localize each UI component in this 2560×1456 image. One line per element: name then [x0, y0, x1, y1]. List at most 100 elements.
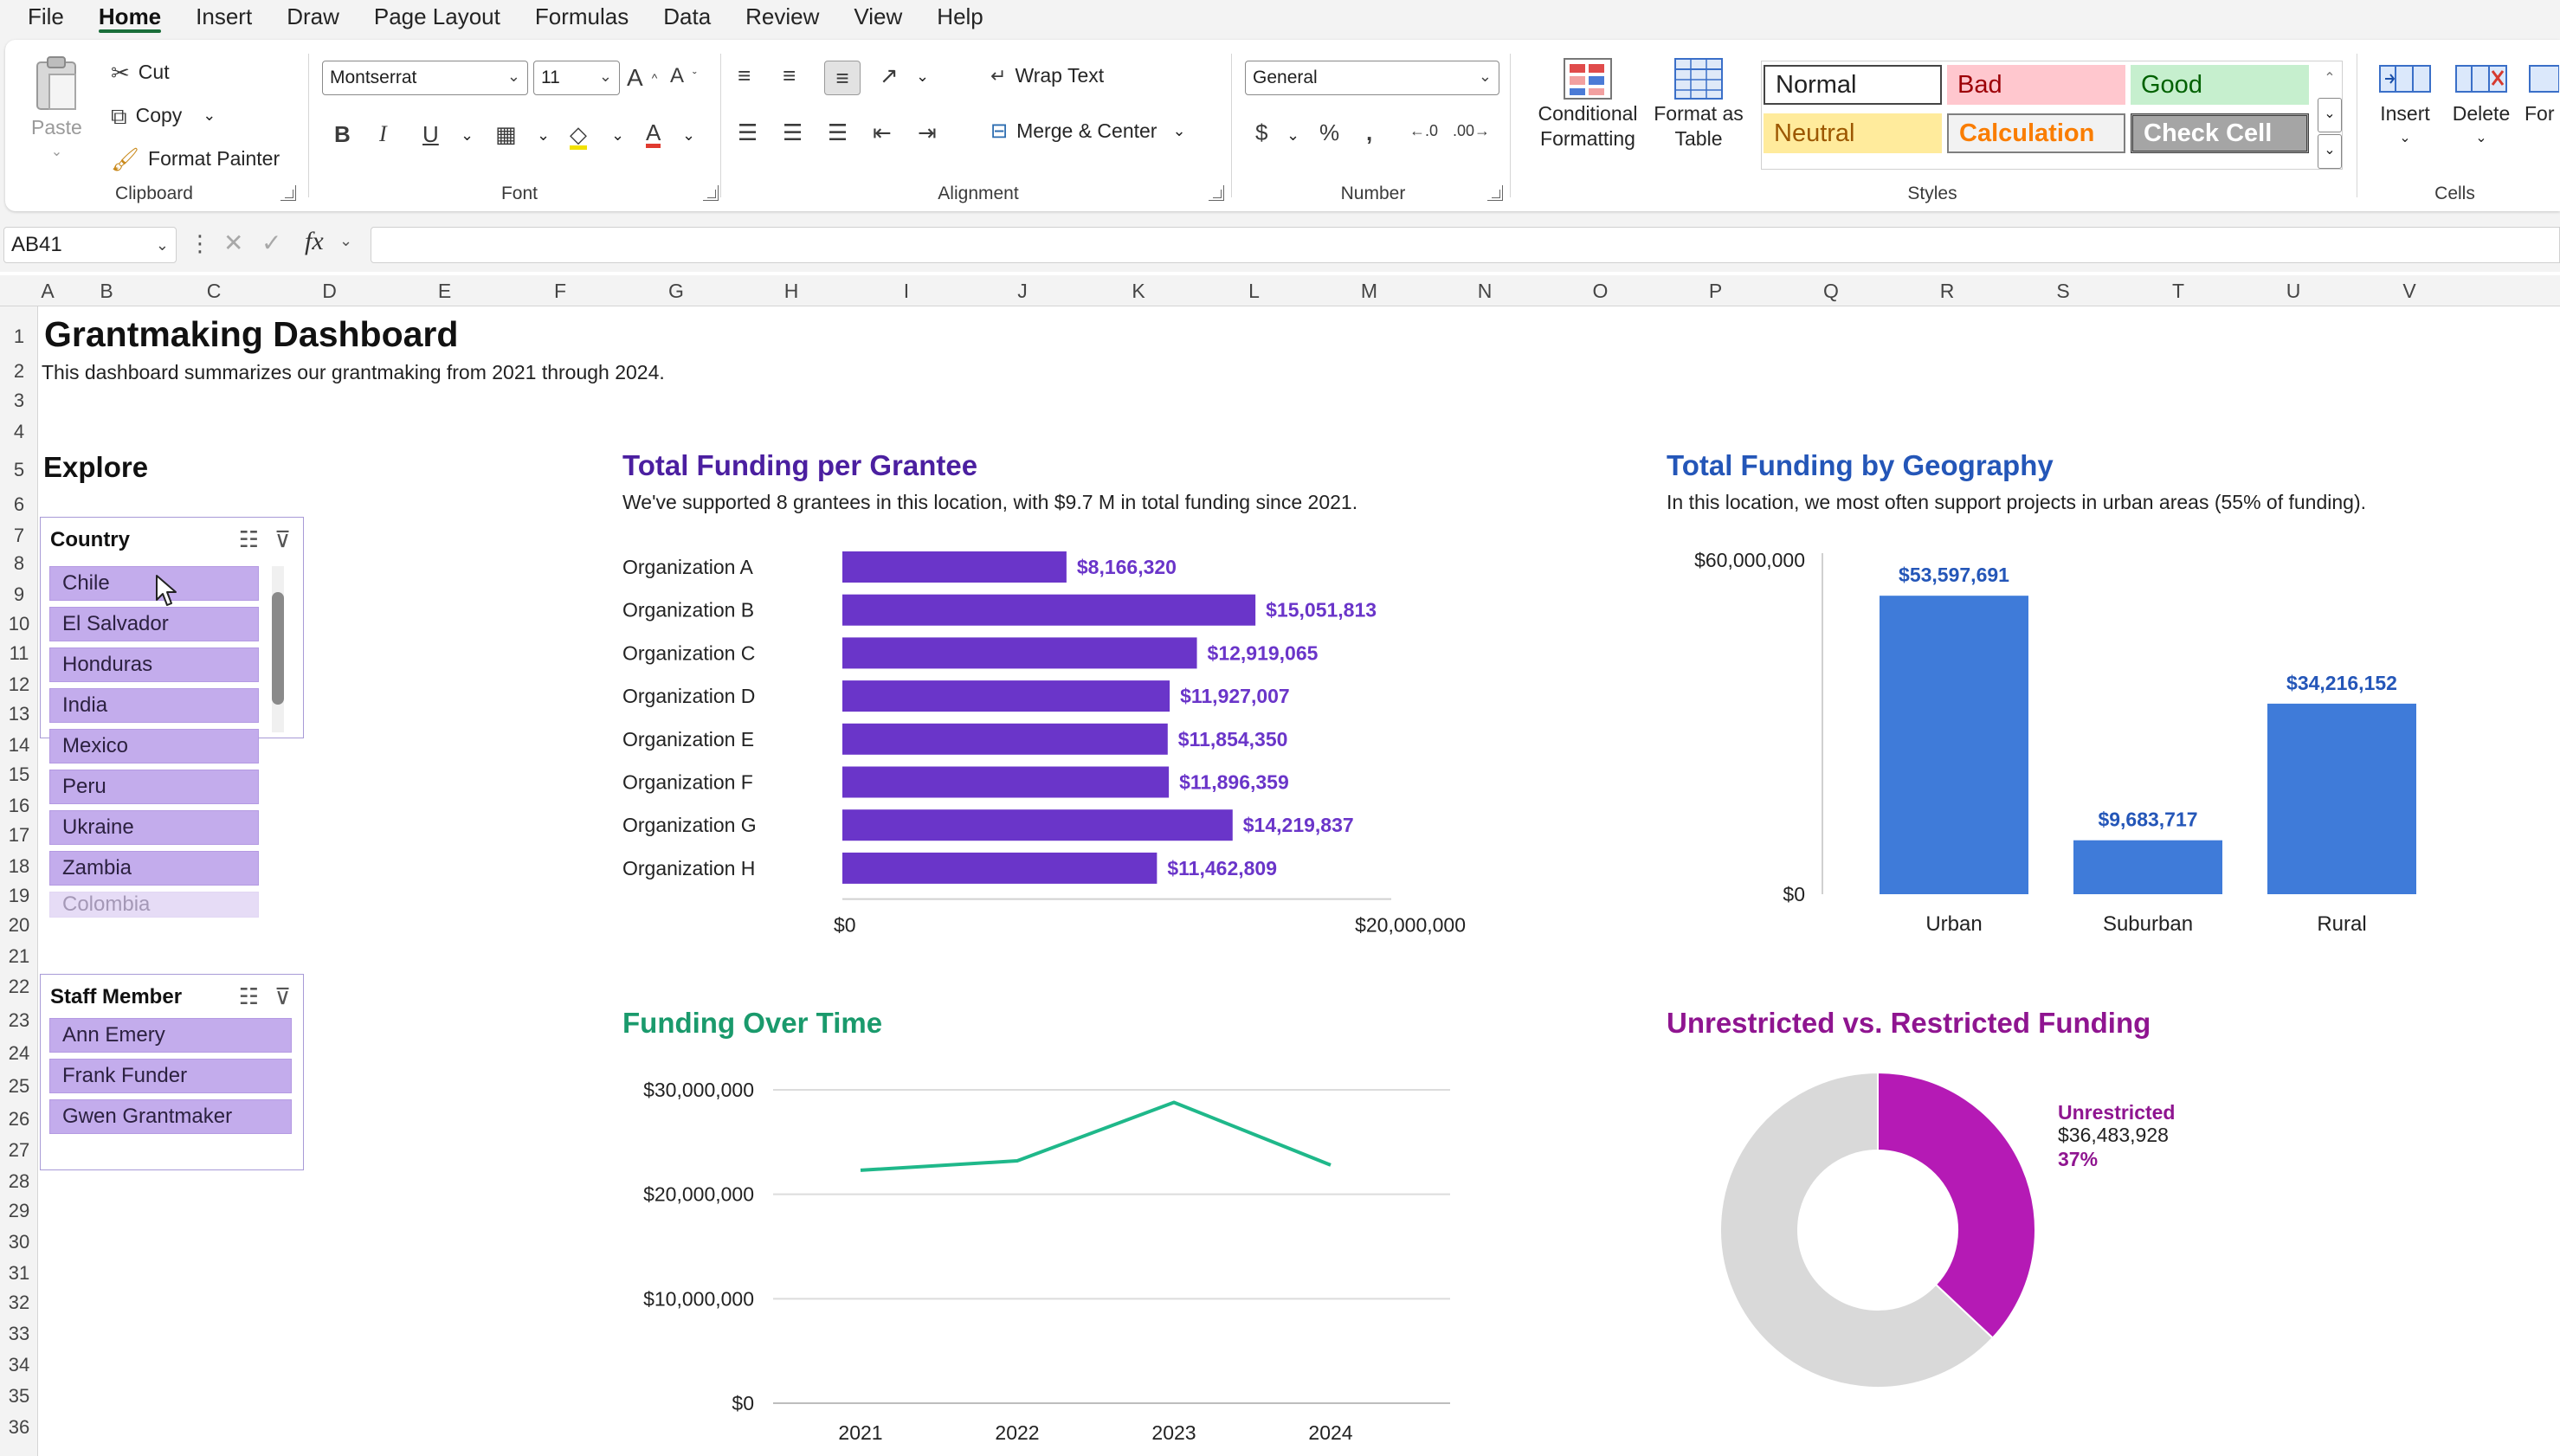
align-left-icon[interactable]: ☰	[738, 119, 758, 145]
wrap-text-button[interactable]: ↵ Wrap Text	[990, 64, 1104, 87]
column-header[interactable]: S	[2056, 280, 2070, 302]
format-cells-button[interactable]: For	[2525, 59, 2560, 126]
row-header[interactable]: 15	[8, 763, 30, 785]
align-bottom-icon[interactable]: ≡	[824, 61, 861, 95]
column-header[interactable]: V	[2402, 280, 2416, 302]
worksheet[interactable]: Grantmaking Dashboard This dashboard sum…	[39, 307, 2560, 1456]
slicer-scroll-thumb[interactable]	[272, 592, 284, 705]
row-header[interactable]: 17	[8, 824, 30, 846]
row-header[interactable]: 25	[8, 1075, 30, 1097]
style-neutral[interactable]: Neutral	[1764, 113, 1942, 153]
gallery-scroll-up-icon[interactable]: ⌃	[2324, 71, 2336, 86]
row-header[interactable]: 3	[13, 390, 25, 411]
column-header[interactable]: J	[1017, 280, 1028, 302]
number-format-select[interactable]: General ⌄	[1245, 61, 1499, 95]
clipboard-launcher-icon[interactable]	[281, 185, 296, 201]
decrease-decimal-icon[interactable]: .00→	[1453, 122, 1491, 139]
insert-function-icon[interactable]: fx	[305, 227, 324, 255]
row-header[interactable]: 31	[8, 1262, 30, 1284]
alignment-launcher-icon[interactable]	[1209, 185, 1224, 201]
row-header[interactable]: 34	[8, 1354, 30, 1375]
font-color-icon[interactable]: A	[646, 121, 661, 148]
column-header[interactable]: L	[1248, 280, 1260, 302]
menu-data[interactable]: Data	[663, 3, 712, 29]
menu-file[interactable]: File	[28, 3, 64, 29]
gallery-more-icon[interactable]: ⌄	[2318, 134, 2342, 169]
row-header[interactable]: 1	[13, 325, 25, 347]
column-header[interactable]: K	[1132, 280, 1145, 302]
menu-review[interactable]: Review	[745, 3, 820, 29]
cut-button[interactable]: ✂ Cut	[111, 61, 170, 84]
column-header[interactable]: O	[1592, 280, 1609, 302]
menu-draw[interactable]: Draw	[287, 3, 339, 29]
slicer-item[interactable]: Honduras	[49, 647, 259, 682]
slicer-item[interactable]: Peru	[49, 770, 259, 804]
borders-icon[interactable]: ▦	[495, 121, 517, 147]
slicer-item[interactable]: India	[49, 688, 259, 723]
slicer-item[interactable]: Zambia	[49, 851, 259, 886]
column-header[interactable]: B	[100, 280, 113, 302]
row-header[interactable]: 14	[8, 734, 30, 756]
row-header[interactable]: 24	[8, 1042, 30, 1064]
slicer-item[interactable]: Chile	[49, 566, 259, 601]
currency-chevron-icon[interactable]: ⌄	[1286, 126, 1300, 144]
column-header[interactable]: G	[668, 280, 684, 302]
row-header[interactable]: 13	[8, 703, 30, 725]
insert-cells-button[interactable]: Insert ⌄	[2369, 59, 2441, 146]
increase-decimal-icon[interactable]: ←.0	[1409, 122, 1439, 139]
row-header[interactable]: 8	[13, 552, 25, 574]
increase-indent-icon[interactable]: ⇥	[918, 119, 937, 145]
multi-select-icon[interactable]: ☷	[238, 983, 259, 1009]
column-header[interactable]: E	[437, 280, 452, 302]
delete-cells-button[interactable]: Delete ⌄	[2445, 59, 2518, 146]
row-header[interactable]: 2	[13, 360, 25, 382]
align-center-icon[interactable]: ☰	[783, 119, 803, 145]
column-header[interactable]: A	[41, 280, 55, 302]
menu-help[interactable]: Help	[937, 3, 983, 29]
font-family-select[interactable]: Montserrat ⌄	[322, 61, 528, 95]
style-bad[interactable]: Bad	[1947, 65, 2125, 105]
row-header[interactable]: 6	[13, 493, 25, 515]
decrease-indent-icon[interactable]: ⇤	[873, 119, 892, 145]
column-header[interactable]: C	[206, 280, 222, 302]
italic-icon[interactable]: I	[379, 121, 387, 146]
gallery-scroll-down-icon[interactable]: ⌄	[2318, 98, 2342, 132]
style-good[interactable]: Good	[2131, 65, 2309, 105]
number-launcher-icon[interactable]	[1487, 185, 1503, 201]
style-normal[interactable]: Normal	[1764, 65, 1942, 105]
column-header[interactable]: P	[1708, 280, 1723, 302]
column-header[interactable]: T	[2171, 280, 2185, 302]
menu-formulas[interactable]: Formulas	[534, 3, 629, 29]
row-header[interactable]: 4	[13, 421, 25, 442]
conditional-formatting-button[interactable]: Conditional Formatting	[1529, 57, 1647, 151]
column-header[interactable]: I	[903, 280, 910, 302]
row-header[interactable]: 20	[8, 914, 30, 936]
menu-insert[interactable]: Insert	[196, 3, 253, 29]
column-header[interactable]: H	[783, 280, 799, 302]
row-header[interactable]: 5	[13, 459, 25, 480]
row-header[interactable]: 30	[8, 1231, 30, 1253]
row-header[interactable]: 19	[8, 885, 30, 906]
slicer-item[interactable]: El Salvador	[49, 607, 259, 641]
row-header[interactable]: 16	[8, 795, 30, 816]
row-header[interactable]: 35	[8, 1385, 30, 1407]
font-size-select[interactable]: 11 ⌄	[533, 61, 620, 95]
column-header[interactable]: D	[322, 280, 337, 302]
increase-font-icon[interactable]: A ^	[627, 64, 658, 91]
format-as-table-button[interactable]: Format as Table	[1650, 57, 1747, 151]
merge-center-button[interactable]: ⊟ Merge & Center ⌄	[990, 119, 1186, 143]
slicer-item[interactable]: Frank Funder	[49, 1059, 292, 1093]
cancel-entry-icon[interactable]: ✕	[223, 229, 244, 256]
name-box[interactable]: AB41 ⌄	[3, 227, 177, 263]
slicer-item[interactable]: Ann Emery	[49, 1018, 292, 1053]
align-top-icon[interactable]: ≡	[738, 62, 751, 88]
font-color-chevron-icon[interactable]: ⌄	[682, 126, 696, 144]
column-header[interactable]: N	[1477, 280, 1493, 302]
slicer-item[interactable]: Gwen Grantmaker	[49, 1099, 292, 1134]
fill-chevron-icon[interactable]: ⌄	[611, 126, 625, 144]
row-header[interactable]: 36	[8, 1416, 30, 1438]
row-header[interactable]: 7	[13, 525, 25, 546]
currency-icon[interactable]: $	[1255, 119, 1268, 145]
column-header[interactable]: F	[553, 280, 567, 302]
bold-icon[interactable]: B	[334, 121, 351, 147]
